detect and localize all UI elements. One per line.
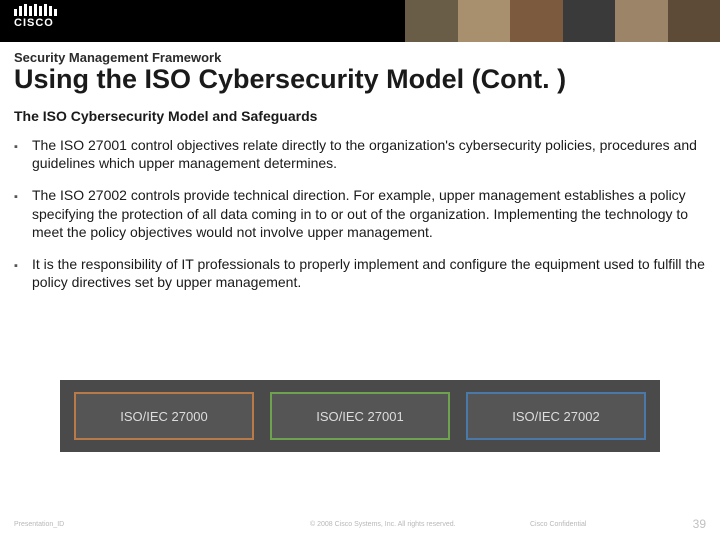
list-item: The ISO 27002 controls provide technical…	[14, 186, 706, 241]
footer-page-number: 39	[693, 517, 706, 531]
logo-bars-icon	[14, 4, 57, 16]
footer-presentation-id: Presentation_ID	[14, 521, 64, 528]
iso-box-27000: ISO/IEC 27000	[74, 392, 254, 440]
banner-left: CISCO	[0, 0, 405, 42]
page-title: Using the ISO Cybersecurity Model (Cont.…	[14, 64, 566, 95]
bullet-list: The ISO 27001 control objectives relate …	[14, 136, 706, 305]
footer-confidential: Cisco Confidential	[530, 521, 586, 528]
bullet-icon	[14, 255, 32, 291]
cisco-logo: CISCO	[14, 4, 57, 29]
bullet-text: The ISO 27002 controls provide technical…	[32, 186, 706, 241]
bullet-text: The ISO 27001 control objectives relate …	[32, 136, 706, 172]
iso-boxes-panel: ISO/IEC 27000 ISO/IEC 27001 ISO/IEC 2700…	[60, 380, 660, 452]
top-banner: CISCO	[0, 0, 720, 42]
footer: Presentation_ID © 2008 Cisco Systems, In…	[0, 516, 720, 532]
list-item: The ISO 27001 control objectives relate …	[14, 136, 706, 172]
bullet-icon	[14, 136, 32, 172]
slide: CISCO Security Management Framework Usin…	[0, 0, 720, 540]
list-item: It is the responsibility of IT professio…	[14, 255, 706, 291]
bullet-icon	[14, 186, 32, 241]
supertitle: Security Management Framework	[14, 50, 221, 65]
banner-right	[405, 0, 720, 42]
subtitle: The ISO Cybersecurity Model and Safeguar…	[14, 108, 317, 124]
iso-box-27001: ISO/IEC 27001	[270, 392, 450, 440]
iso-box-27002: ISO/IEC 27002	[466, 392, 646, 440]
footer-copyright: © 2008 Cisco Systems, Inc. All rights re…	[310, 521, 456, 528]
logo-text: CISCO	[14, 17, 57, 29]
bullet-text: It is the responsibility of IT professio…	[32, 255, 706, 291]
